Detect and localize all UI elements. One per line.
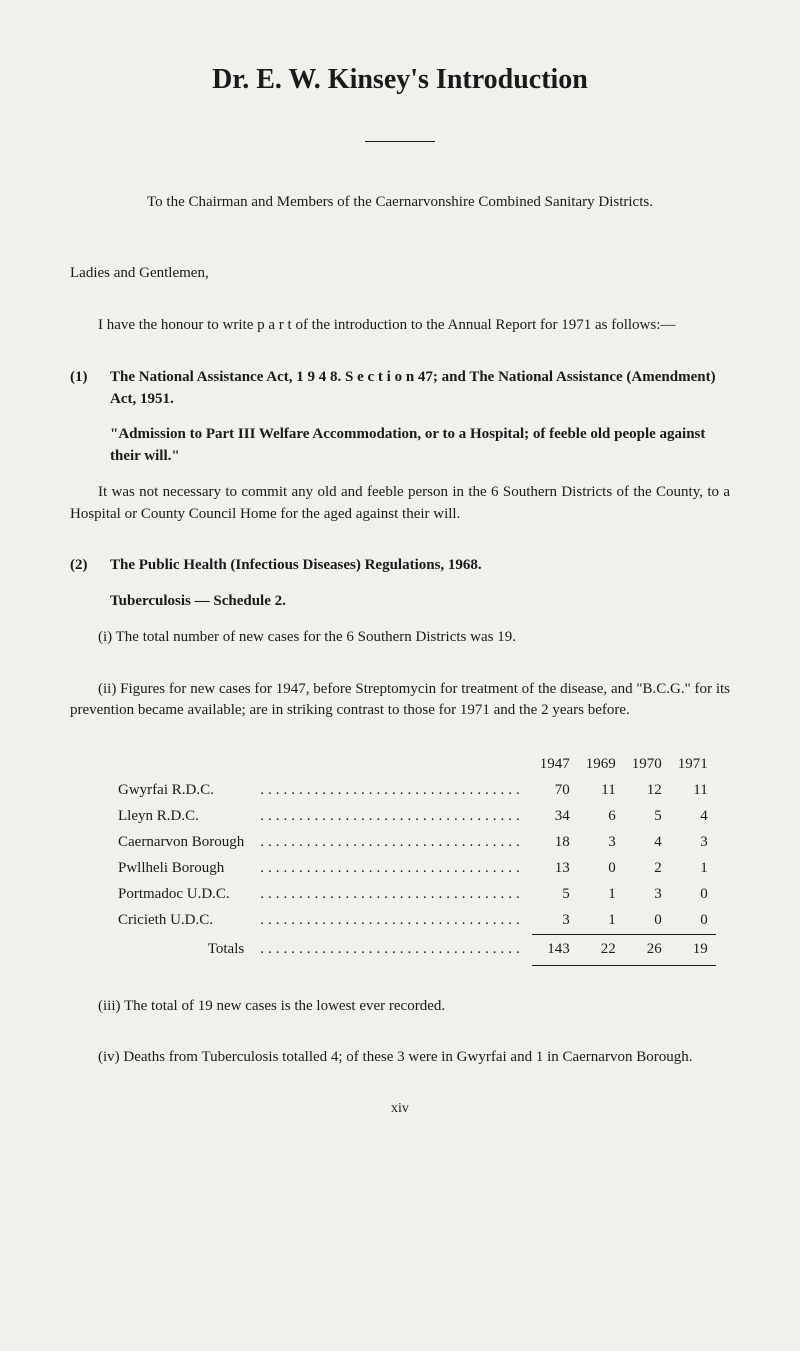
- addressee-line: To the Chairman and Members of the Caern…: [70, 192, 730, 214]
- cases-table: 1947 1969 1970 1971 Gwyrfai R.D.C. .....…: [110, 752, 716, 966]
- table-totals-row: Totals .................................…: [110, 934, 716, 965]
- salutation: Ladies and Gentlemen,: [70, 263, 730, 285]
- totals-label: Totals: [110, 934, 252, 965]
- section-1-heading: (1) The National Assistance Act, 1 9 4 8…: [70, 367, 730, 411]
- section-2-num: (2): [70, 555, 110, 577]
- table-row: Pwllheli Borough .......................…: [110, 856, 716, 882]
- section-2-para-i: (i) The total number of new cases for th…: [70, 627, 730, 649]
- intro-paragraph: I have the honour to write p a r t of th…: [70, 315, 730, 337]
- page-title: Dr. E. W. Kinsey's Introduction: [70, 60, 730, 101]
- section-2-subhead: Tuberculosis — Schedule 2.: [110, 591, 730, 613]
- section-1: (1) The National Assistance Act, 1 9 4 8…: [70, 367, 730, 526]
- section-1-subhead: "Admission to Part III Welfare Accommoda…: [110, 424, 730, 468]
- page-number-roman: xiv: [70, 1099, 730, 1119]
- section-2-heading: (2) The Public Health (Infectious Diseas…: [70, 555, 730, 577]
- col-1971: 1971: [670, 752, 716, 778]
- table-row: Gwyrfai R.D.C. .........................…: [110, 778, 716, 804]
- section-1-num: (1): [70, 367, 110, 411]
- section-2: (2) The Public Health (Infectious Diseas…: [70, 555, 730, 1069]
- col-1970: 1970: [624, 752, 670, 778]
- section-2-heading-text: The Public Health (Infectious Diseases) …: [110, 555, 730, 577]
- table-row: Cricieth U.D.C. ........................…: [110, 908, 716, 934]
- section-1-body: It was not necessary to commit any old a…: [70, 482, 730, 526]
- section-2-para-iii: (iii) The total of 19 new cases is the l…: [70, 996, 730, 1018]
- section-2-para-iv: (iv) Deaths from Tuberculosis totalled 4…: [70, 1047, 730, 1069]
- col-1969: 1969: [578, 752, 624, 778]
- table-header-row: 1947 1969 1970 1971: [110, 752, 716, 778]
- section-2-para-ii: (ii) Figures for new cases for 1947, bef…: [70, 679, 730, 723]
- table-row: Portmadoc U.D.C. .......................…: [110, 882, 716, 908]
- table-row: Caernarvon Borough .....................…: [110, 830, 716, 856]
- title-rule: [365, 141, 435, 142]
- table-row: Lleyn R.D.C. ...........................…: [110, 804, 716, 830]
- section-1-heading-text: The National Assistance Act, 1 9 4 8. S …: [110, 367, 730, 411]
- col-1947: 1947: [532, 752, 578, 778]
